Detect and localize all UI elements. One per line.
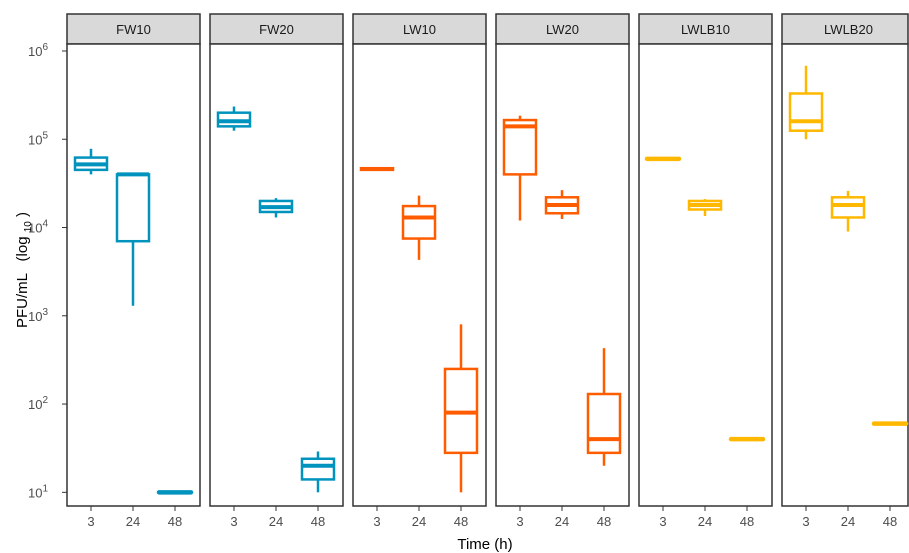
strip-label: FW10	[116, 22, 151, 37]
x-tick-label: 48	[168, 514, 182, 529]
facet-fw10: FW10 3 24 48	[67, 14, 200, 529]
y-axis-title-main: PFU/mL	[14, 273, 31, 328]
x-tick-label: 48	[454, 514, 468, 529]
y-axis-title-suffix: (log	[14, 236, 31, 261]
iqr-box	[790, 93, 822, 130]
facet-lw20: LW20 3 24 48	[496, 14, 629, 529]
panel-border	[639, 44, 772, 506]
strip-label: FW20	[259, 22, 294, 37]
x-tick-label: 3	[87, 514, 94, 529]
iqr-box	[302, 459, 334, 480]
x-tick-label: 24	[555, 514, 569, 529]
y-tick-label: 102	[28, 395, 48, 412]
x-tick-label: 3	[802, 514, 809, 529]
x-tick-label: 24	[126, 514, 140, 529]
x-tick-label: 24	[269, 514, 283, 529]
facet-fw20: FW20 3 24 48	[210, 14, 343, 529]
iqr-box	[403, 206, 435, 238]
x-tick-label: 3	[373, 514, 380, 529]
iqr-box	[588, 394, 620, 453]
y-axis-title-close: )	[14, 212, 31, 217]
box-3h	[361, 168, 393, 170]
strip-label: LW20	[546, 22, 579, 37]
iqr-box	[832, 197, 864, 217]
x-tick-label: 3	[659, 514, 666, 529]
strip-label: LWLB20	[824, 22, 873, 37]
y-axis-title-sub: 10	[23, 221, 34, 233]
strip-label: LWLB10	[681, 22, 730, 37]
x-tick-label: 48	[740, 514, 754, 529]
strip-label: LW10	[403, 22, 436, 37]
iqr-box	[117, 174, 149, 241]
y-tick-label: 101	[28, 483, 48, 500]
x-axis-title: Time (h)	[457, 536, 512, 553]
y-tick-label: 105	[28, 130, 48, 147]
facet-lwlb20: LWLB20 3 24 48	[782, 14, 908, 529]
facet-lw10: LW10 3 24 48	[353, 14, 486, 529]
x-tick-label: 24	[412, 514, 426, 529]
x-tick-label: 48	[597, 514, 611, 529]
x-tick-label: 48	[883, 514, 897, 529]
x-tick-label: 24	[841, 514, 855, 529]
x-tick-label: 24	[698, 514, 712, 529]
y-tick-label: 103	[28, 307, 48, 324]
facet-lwlb10: LWLB10 3 24 48	[639, 14, 772, 529]
x-tick-label: 3	[516, 514, 523, 529]
x-tick-label: 48	[311, 514, 325, 529]
x-tick-label: 3	[230, 514, 237, 529]
y-tick-label: 106	[28, 42, 48, 59]
